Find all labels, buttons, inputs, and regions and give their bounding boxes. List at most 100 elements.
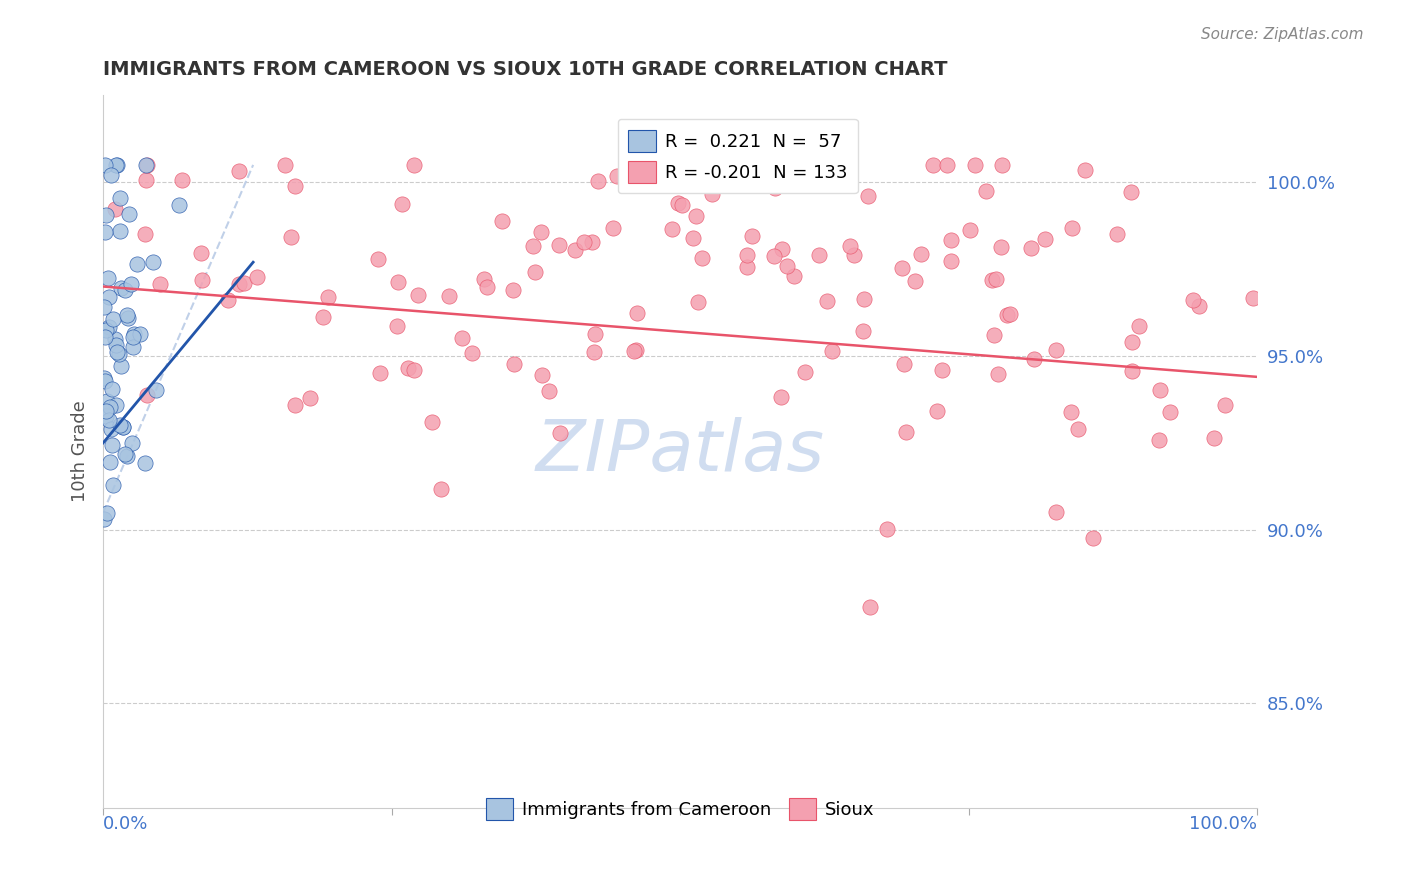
Point — [702, 186, 724, 201]
Point — [429, 482, 451, 496]
Point — [491, 213, 513, 227]
Point — [852, 324, 875, 338]
Point — [108, 191, 131, 205]
Point — [1182, 293, 1205, 307]
Point — [671, 198, 693, 212]
Point — [402, 362, 425, 376]
Point — [122, 327, 145, 342]
Point — [735, 248, 758, 262]
Point — [765, 181, 787, 195]
Point — [167, 197, 190, 211]
Point — [983, 327, 1005, 342]
Point — [105, 158, 128, 172]
Text: IMMIGRANTS FROM CAMEROON VS SIOUX 10TH GRADE CORRELATION CHART: IMMIGRANTS FROM CAMEROON VS SIOUX 10TH G… — [103, 60, 948, 78]
Point — [844, 248, 866, 262]
Point — [121, 340, 143, 354]
Point — [98, 319, 121, 334]
Point — [537, 384, 560, 398]
Point — [316, 290, 339, 304]
Point — [101, 477, 124, 491]
Point — [858, 189, 880, 203]
Point — [134, 227, 156, 241]
Point — [396, 360, 419, 375]
Point — [959, 223, 981, 237]
Point — [624, 343, 647, 358]
Point — [170, 173, 193, 187]
Point — [93, 512, 115, 526]
Point — [117, 308, 139, 322]
Point — [129, 327, 152, 342]
Point — [104, 202, 127, 216]
Point — [502, 357, 524, 371]
Point — [391, 197, 413, 211]
Point — [93, 301, 115, 315]
Point — [387, 275, 409, 289]
Point — [581, 235, 603, 249]
Point — [121, 435, 143, 450]
Point — [93, 374, 115, 388]
Point — [682, 231, 704, 245]
Point — [98, 400, 121, 414]
Point — [460, 346, 482, 360]
Point — [939, 254, 962, 268]
Point — [1107, 227, 1129, 241]
Point — [477, 279, 499, 293]
Text: ZIPatlas: ZIPatlas — [536, 417, 824, 486]
Point — [94, 330, 117, 344]
Point — [661, 222, 683, 236]
Point — [104, 338, 127, 352]
Point — [104, 398, 127, 412]
Point — [931, 362, 953, 376]
Point — [145, 383, 167, 397]
Text: 100.0%: 100.0% — [1189, 814, 1257, 832]
Point — [104, 332, 127, 346]
Point — [890, 260, 912, 275]
Point — [648, 158, 671, 172]
Point — [312, 310, 335, 324]
Point — [280, 230, 302, 244]
Point — [122, 330, 145, 344]
Point — [763, 249, 786, 263]
Point — [995, 308, 1018, 322]
Y-axis label: 10th Grade: 10th Grade — [72, 401, 89, 502]
Point — [136, 158, 159, 172]
Point — [686, 294, 709, 309]
Point — [120, 277, 142, 291]
Point — [451, 330, 474, 344]
Point — [142, 255, 165, 269]
Point — [228, 164, 250, 178]
Point — [1202, 431, 1225, 445]
Point — [368, 366, 391, 380]
Point — [246, 269, 269, 284]
Point — [1067, 422, 1090, 436]
Point — [385, 318, 408, 333]
Point — [741, 229, 763, 244]
Point — [228, 277, 250, 292]
Point — [114, 283, 136, 297]
Point — [690, 252, 713, 266]
Point — [1045, 343, 1067, 357]
Point — [217, 293, 239, 307]
Point — [548, 425, 571, 440]
Point — [125, 257, 148, 271]
Point — [904, 274, 927, 288]
Point — [108, 223, 131, 237]
Point — [735, 260, 758, 274]
Point — [1033, 232, 1056, 246]
Point — [100, 382, 122, 396]
Point — [981, 273, 1004, 287]
Point — [233, 276, 256, 290]
Point — [583, 326, 606, 341]
Text: Source: ZipAtlas.com: Source: ZipAtlas.com — [1201, 27, 1364, 42]
Point — [1188, 299, 1211, 313]
Point — [110, 359, 132, 374]
Point — [1000, 307, 1022, 321]
Point — [115, 449, 138, 463]
Point — [420, 415, 443, 429]
Point — [93, 370, 115, 384]
Point — [134, 456, 156, 470]
Point — [965, 158, 987, 172]
Point — [984, 272, 1007, 286]
Point — [524, 265, 547, 279]
Point — [96, 409, 118, 424]
